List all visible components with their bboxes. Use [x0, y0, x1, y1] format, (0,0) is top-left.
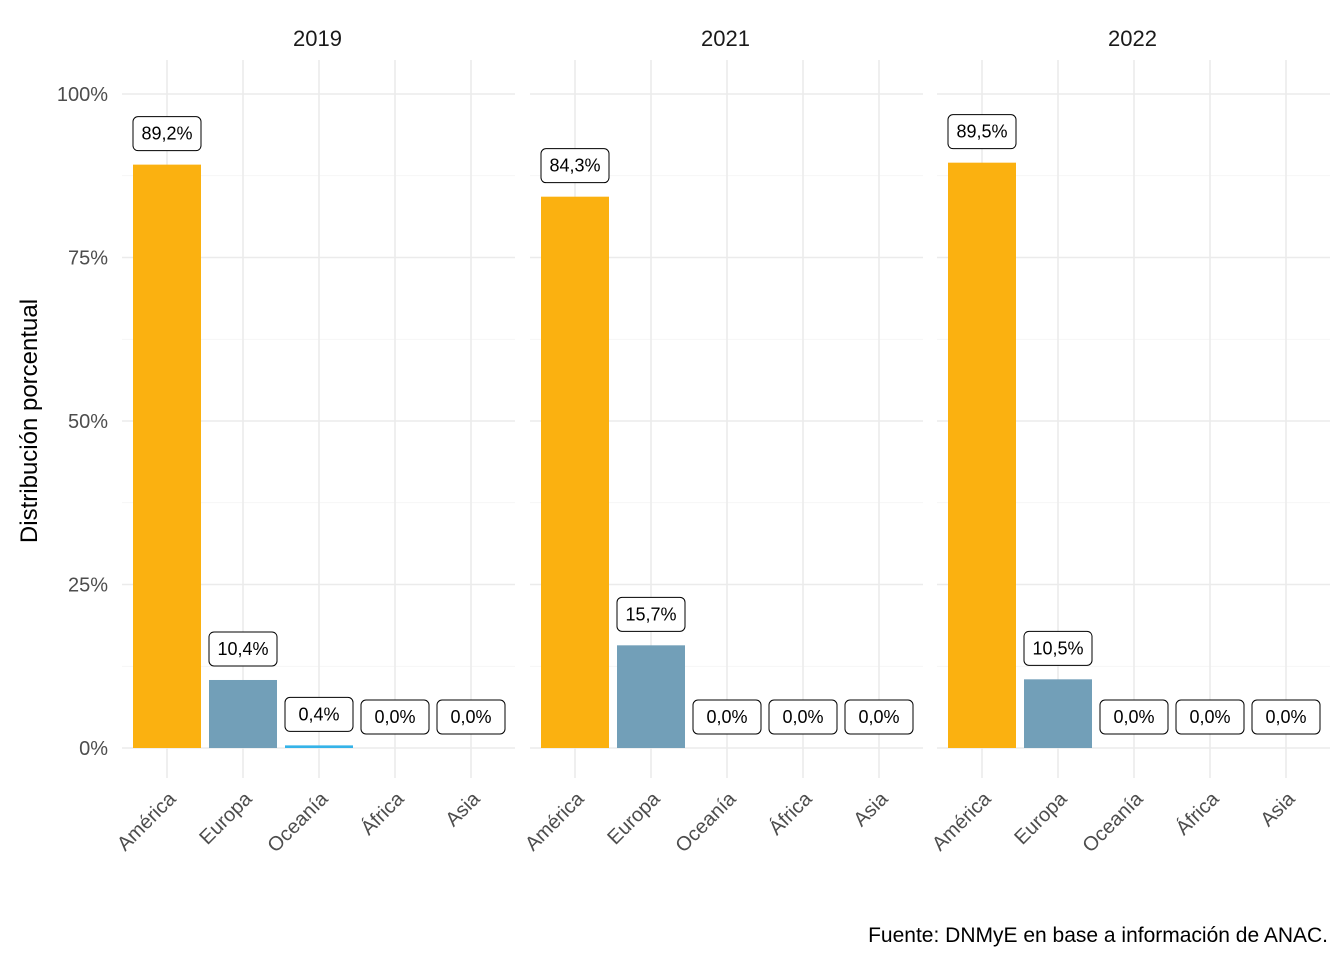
y-axis-title: Distribución porcentual — [16, 299, 43, 543]
data-label-box — [360, 699, 430, 735]
facet-title: 2019 — [293, 26, 342, 51]
data-label-box — [1251, 699, 1321, 735]
facet-title: 2022 — [1108, 26, 1157, 51]
data-label-box — [616, 596, 686, 632]
y-tick-label: 50% — [68, 411, 108, 433]
data-label-box — [692, 699, 762, 735]
data-label-box — [436, 699, 506, 735]
x-tick-label: Asia — [441, 787, 485, 831]
bar-américa — [133, 164, 201, 748]
data-label-box — [947, 114, 1017, 150]
x-tick-label: Asia — [849, 787, 893, 831]
data-label: 89,5% — [956, 122, 1007, 142]
data-label-box — [768, 699, 838, 735]
x-tick-label: Europa — [195, 787, 257, 849]
data-label-box — [284, 696, 354, 732]
data-label-box — [1099, 699, 1169, 735]
chart-caption: Fuente: DNMyE en base a información de A… — [868, 924, 1328, 947]
bar-europa — [1024, 679, 1092, 748]
x-tick-label: Europa — [603, 787, 665, 849]
x-tick-label: Europa — [1010, 787, 1072, 849]
data-label: 84,3% — [549, 156, 600, 176]
y-tick-label: 0% — [79, 738, 108, 760]
data-label-box — [1175, 699, 1245, 735]
data-label: 0,0% — [450, 707, 491, 727]
x-tick-label: Oceanía — [672, 787, 742, 857]
data-label: 0,4% — [298, 704, 339, 724]
data-label: 0,0% — [782, 707, 823, 727]
x-tick-label: África — [1171, 787, 1224, 840]
data-label: 0,0% — [1265, 707, 1306, 727]
y-tick-label: 75% — [68, 248, 108, 270]
data-label: 89,2% — [141, 124, 192, 144]
data-label: 10,4% — [217, 639, 268, 659]
x-tick-label: Oceanía — [264, 787, 334, 857]
x-tick-label: Oceanía — [1079, 787, 1149, 857]
data-label-box — [1023, 630, 1093, 666]
data-label: 0,0% — [1113, 707, 1154, 727]
bar-europa — [209, 679, 277, 748]
data-label: 0,0% — [1189, 707, 1230, 727]
facet-title: 2021 — [701, 26, 750, 51]
data-label: 15,7% — [625, 604, 676, 624]
data-label-box — [540, 148, 610, 184]
x-tick-label: África — [356, 787, 409, 840]
bar-oceanía — [285, 745, 353, 748]
data-label: 0,0% — [374, 707, 415, 727]
data-label: 10,5% — [1032, 638, 1083, 658]
data-label: 0,0% — [706, 707, 747, 727]
data-label-box — [132, 116, 202, 152]
y-tick-label: 100% — [57, 84, 108, 106]
x-tick-label: América — [521, 787, 589, 855]
bar-américa — [948, 162, 1016, 749]
x-tick-label: América — [113, 787, 181, 855]
bar-américa — [541, 196, 609, 749]
bar-europa — [617, 645, 685, 748]
data-label: 0,0% — [858, 707, 899, 727]
data-label-box — [208, 631, 278, 667]
x-tick-label: América — [928, 787, 996, 855]
y-tick-label: 25% — [68, 575, 108, 597]
data-label-box — [844, 699, 914, 735]
x-tick-label: África — [764, 787, 817, 840]
x-tick-label: Asia — [1256, 787, 1300, 831]
